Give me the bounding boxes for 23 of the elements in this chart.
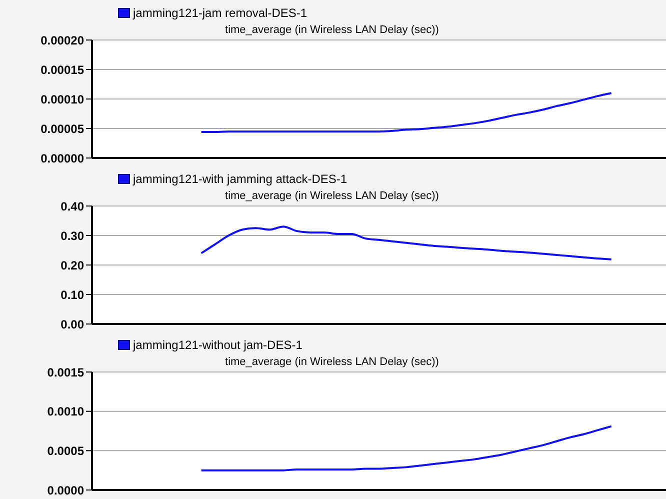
y-tick-label: 0.0010 [47, 404, 84, 419]
y-tick-label: 0.40 [60, 199, 84, 214]
y-tick-label: 0.00 [60, 317, 84, 332]
chart-title: time_average (in Wireless LAN Delay (sec)) [224, 24, 440, 36]
chart-title: time_average (in Wireless LAN Delay (sec)) [224, 356, 440, 368]
chart-title: time_average (in Wireless LAN Delay (sec)) [224, 190, 440, 202]
y-tick-label: 0.00015 [40, 62, 84, 77]
y-tick-label: 0.0005 [47, 444, 84, 458]
y-tick-label: 0.30 [60, 228, 84, 243]
y-tick-label: 0.00010 [40, 92, 84, 106]
legend-label: jamming121-jam removal-DES-1 [133, 6, 308, 20]
line-series [200, 226, 612, 260]
y-tick-label: 0.10 [60, 288, 84, 302]
y-tick-label: 0.0015 [47, 365, 84, 380]
y-tick-label: 0.00020 [40, 33, 84, 48]
legend-label: jamming121-with jamming attack-DES-1 [133, 172, 348, 186]
line-series [200, 425, 612, 472]
y-tick-label: 0.0000 [47, 483, 84, 498]
legend-label: jamming121-without jam-DES-1 [133, 338, 302, 352]
line-series [200, 92, 612, 134]
y-tick-label: 0.20 [60, 258, 84, 272]
y-tick-label: 0.00005 [40, 122, 84, 136]
y-tick-label: 0.00000 [40, 151, 84, 166]
